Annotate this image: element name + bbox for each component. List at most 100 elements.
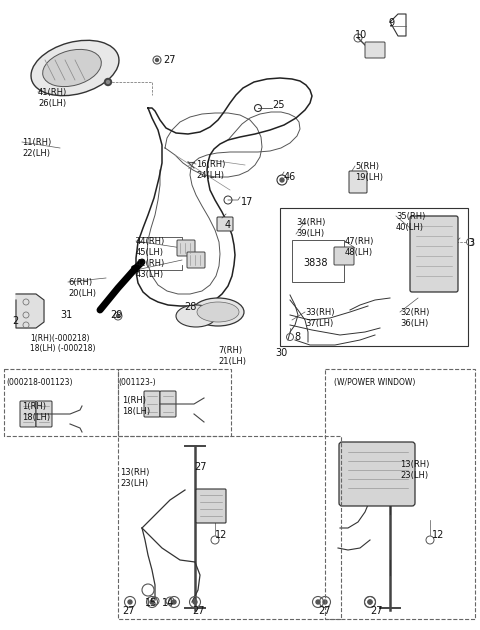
Text: 27: 27 — [163, 55, 176, 65]
Circle shape — [368, 600, 372, 604]
Text: 28: 28 — [184, 302, 196, 312]
Text: 18(LH) (-000218): 18(LH) (-000218) — [30, 344, 96, 353]
Text: 20(LH): 20(LH) — [68, 289, 96, 298]
Ellipse shape — [176, 305, 216, 327]
FancyBboxPatch shape — [217, 217, 233, 231]
FancyBboxPatch shape — [144, 391, 160, 417]
Text: 37(LH): 37(LH) — [305, 319, 333, 328]
Text: 30: 30 — [275, 348, 287, 358]
Text: 27: 27 — [194, 462, 206, 472]
Text: 36(LH): 36(LH) — [400, 319, 428, 328]
Text: 22(LH): 22(LH) — [22, 149, 50, 158]
Bar — [118, 436, 341, 619]
Text: 46: 46 — [284, 172, 296, 182]
FancyBboxPatch shape — [196, 489, 226, 523]
Polygon shape — [16, 294, 44, 328]
Circle shape — [150, 600, 154, 604]
Text: 12: 12 — [432, 530, 444, 540]
FancyBboxPatch shape — [410, 216, 458, 292]
Ellipse shape — [192, 298, 244, 326]
FancyBboxPatch shape — [36, 401, 52, 427]
Text: 41(RH): 41(RH) — [38, 88, 67, 97]
Text: 25: 25 — [272, 100, 285, 110]
Text: 3: 3 — [468, 238, 474, 248]
Circle shape — [368, 600, 372, 604]
Text: 13(RH): 13(RH) — [400, 460, 430, 469]
Text: 5(RH): 5(RH) — [355, 162, 379, 171]
Bar — [280, 208, 468, 346]
Circle shape — [280, 178, 284, 182]
Text: 18(LH): 18(LH) — [22, 413, 50, 422]
FancyBboxPatch shape — [349, 171, 367, 193]
FancyBboxPatch shape — [339, 442, 415, 506]
Text: 42(RH): 42(RH) — [136, 259, 165, 268]
Text: 13(RH): 13(RH) — [120, 468, 149, 477]
Ellipse shape — [197, 302, 239, 322]
Text: 47(RH): 47(RH) — [345, 237, 374, 246]
Text: (001123-): (001123-) — [118, 378, 156, 387]
Text: 27: 27 — [192, 606, 204, 616]
Text: 16(RH): 16(RH) — [196, 160, 226, 169]
Text: 33(RH): 33(RH) — [305, 308, 335, 317]
Text: 9: 9 — [388, 18, 394, 28]
Text: 10: 10 — [355, 30, 367, 40]
Text: 1(RH): 1(RH) — [22, 402, 46, 411]
Text: 14: 14 — [162, 598, 174, 608]
Text: 8: 8 — [294, 332, 300, 342]
Text: 15: 15 — [145, 598, 157, 608]
Circle shape — [316, 600, 320, 604]
Text: (000218-001123): (000218-001123) — [6, 378, 72, 387]
Text: 18(LH): 18(LH) — [122, 407, 150, 416]
Circle shape — [323, 600, 327, 604]
FancyBboxPatch shape — [177, 240, 195, 256]
Text: 1(RH): 1(RH) — [122, 396, 146, 405]
Ellipse shape — [31, 40, 119, 96]
Circle shape — [156, 59, 158, 62]
Ellipse shape — [43, 49, 101, 86]
Text: 29: 29 — [110, 310, 122, 320]
Text: 34(RH): 34(RH) — [296, 218, 325, 227]
Text: 1(RH)(-000218): 1(RH)(-000218) — [30, 334, 89, 343]
Text: 21(LH): 21(LH) — [218, 357, 246, 366]
Bar — [4, 369, 118, 436]
Circle shape — [107, 81, 109, 84]
Text: 23(LH): 23(LH) — [120, 479, 148, 488]
FancyBboxPatch shape — [160, 391, 176, 417]
Text: 40(LH): 40(LH) — [396, 223, 424, 232]
Text: 26(LH): 26(LH) — [38, 99, 66, 108]
Text: 19(LH): 19(LH) — [355, 173, 383, 182]
Text: 6(RH): 6(RH) — [68, 278, 92, 287]
Circle shape — [117, 314, 120, 318]
Text: 39(LH): 39(LH) — [296, 229, 324, 238]
Text: 31: 31 — [60, 310, 72, 320]
Text: 45(LH): 45(LH) — [136, 248, 164, 257]
FancyBboxPatch shape — [365, 42, 385, 58]
Text: 32(RH): 32(RH) — [400, 308, 430, 317]
FancyBboxPatch shape — [20, 401, 36, 427]
Text: 11(RH): 11(RH) — [22, 138, 51, 147]
Text: 27: 27 — [318, 606, 331, 616]
Circle shape — [128, 600, 132, 604]
FancyBboxPatch shape — [187, 252, 205, 268]
Text: 12: 12 — [215, 530, 228, 540]
Bar — [325, 369, 475, 619]
Text: 17: 17 — [241, 197, 253, 207]
Text: 43(LH): 43(LH) — [136, 270, 164, 279]
Text: (W/POWER WINDOW): (W/POWER WINDOW) — [334, 378, 415, 387]
Circle shape — [105, 79, 111, 86]
Text: 3838: 3838 — [303, 258, 327, 268]
Text: 23(LH): 23(LH) — [400, 471, 428, 480]
Bar — [118, 369, 231, 436]
Circle shape — [193, 600, 197, 604]
Text: 24(LH): 24(LH) — [196, 171, 224, 180]
Text: 48(LH): 48(LH) — [345, 248, 373, 257]
Text: 27: 27 — [122, 606, 134, 616]
Text: 27: 27 — [370, 606, 383, 616]
Text: 7(RH): 7(RH) — [218, 346, 242, 355]
Circle shape — [172, 600, 176, 604]
Text: 44(RH): 44(RH) — [136, 237, 165, 246]
Text: 2: 2 — [12, 316, 18, 326]
Text: 4: 4 — [225, 220, 231, 230]
Bar — [292, 240, 344, 282]
FancyBboxPatch shape — [334, 247, 354, 265]
